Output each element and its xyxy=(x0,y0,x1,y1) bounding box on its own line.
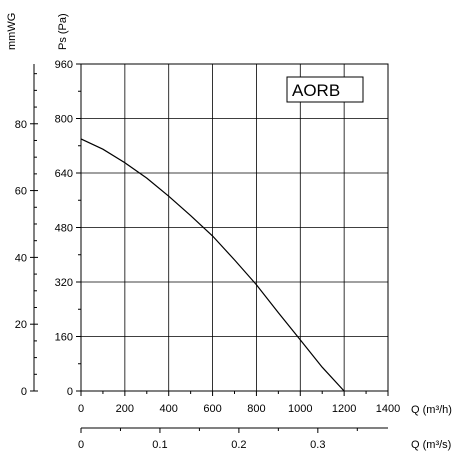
pa-tick-label: 0 xyxy=(67,386,73,398)
m3s-tick-label: 0.2 xyxy=(231,439,246,451)
pa-axis-title: Ps (Pa) xyxy=(57,13,69,50)
mmwg-axis-title: mmWG xyxy=(6,13,18,50)
mmwg-tick-label: 80 xyxy=(15,119,27,131)
m3h-tick-label: 0 xyxy=(78,403,84,415)
pa-tick-label: 640 xyxy=(55,168,73,180)
model-label: AORB xyxy=(292,81,340,100)
pa-tick-label: 960 xyxy=(55,59,73,71)
m3h-tick-label: 1000 xyxy=(288,403,312,415)
m3h-tick-label: 400 xyxy=(160,403,178,415)
flow-m3h-axis: 0 200 400 600 800 1000 1200 1400 xyxy=(78,391,400,415)
m3h-tick-label: 1200 xyxy=(332,403,356,415)
m3h-tick-label: 200 xyxy=(116,403,134,415)
pa-tick-label: 320 xyxy=(55,277,73,289)
m3s-tick-label: 0 xyxy=(78,439,84,451)
mmwg-axis: 0 20 40 60 80 xyxy=(15,64,38,398)
mmwg-tick-label: 40 xyxy=(15,252,27,264)
flow-m3s-axis: 0 0.1 0.2 0.3 xyxy=(78,427,388,451)
pa-tick-label: 800 xyxy=(55,114,73,126)
m3h-axis-title: Q (m³/h) xyxy=(411,404,452,416)
m3s-axis-title: Q (m³/s) xyxy=(411,439,451,451)
mmwg-tick-label: 0 xyxy=(21,386,27,398)
mmwg-tick-label: 60 xyxy=(15,186,27,198)
m3h-tick-label: 800 xyxy=(247,403,265,415)
pa-tick-label: 160 xyxy=(55,332,73,344)
grid xyxy=(81,64,388,391)
mmwg-tick-label: 20 xyxy=(15,319,27,331)
pa-axis: 0 160 320 480 640 800 960 xyxy=(55,59,81,398)
m3s-tick-label: 0.1 xyxy=(152,439,167,451)
pressure-curve-line xyxy=(80,138,345,392)
m3s-tick-label: 0.3 xyxy=(310,439,325,451)
model-label-box xyxy=(286,76,364,103)
m3h-tick-label: 600 xyxy=(203,403,221,415)
pa-tick-label: 480 xyxy=(55,223,73,235)
m3h-tick-label: 1400 xyxy=(376,403,400,415)
